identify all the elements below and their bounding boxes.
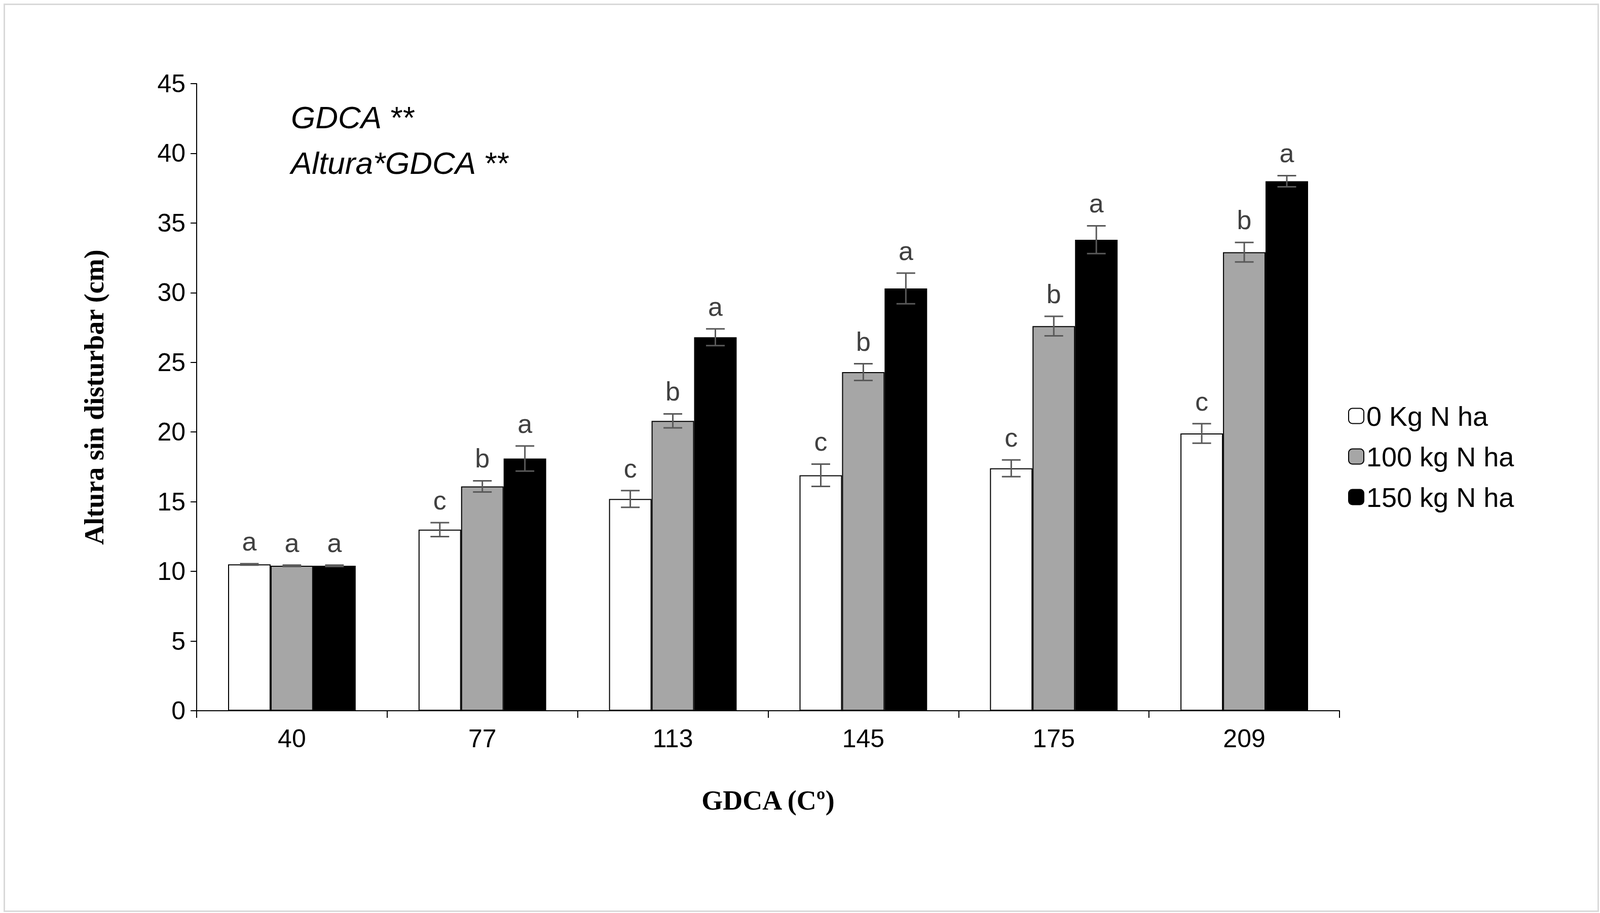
svg-text:145: 145 [842, 724, 885, 753]
svg-text:b: b [1046, 279, 1062, 309]
svg-text:150 kg N ha: 150 kg N ha [1366, 481, 1515, 513]
svg-text:c: c [813, 426, 828, 457]
svg-text:5: 5 [171, 626, 186, 656]
svg-text:25: 25 [157, 348, 186, 377]
svg-text:c: c [1004, 422, 1018, 453]
svg-text:b: b [665, 376, 681, 406]
svg-text:10: 10 [157, 556, 186, 586]
svg-text:15: 15 [157, 487, 186, 516]
svg-text:30: 30 [157, 278, 186, 307]
svg-text:a: a [1089, 188, 1104, 218]
svg-text:0 Kg N ha: 0 Kg N ha [1366, 400, 1489, 432]
svg-text:20: 20 [157, 417, 186, 446]
svg-text:b: b [856, 326, 871, 357]
svg-text:c: c [433, 485, 447, 515]
svg-text:40: 40 [277, 724, 307, 753]
svg-text:35: 35 [157, 208, 186, 238]
svg-text:209: 209 [1222, 724, 1265, 753]
svg-text:a: a [242, 526, 257, 556]
svg-text:b: b [1237, 205, 1252, 235]
svg-text:100 kg N ha: 100 kg N ha [1366, 441, 1515, 472]
svg-text:40: 40 [157, 138, 186, 168]
svg-text:Altura sin disturbar (cm): Altura sin disturbar (cm) [79, 249, 110, 545]
svg-text:a: a [898, 236, 914, 266]
svg-text:113: 113 [652, 724, 694, 753]
svg-text:a: a [708, 291, 723, 322]
svg-text:a: a [517, 408, 533, 439]
svg-text:a: a [1279, 138, 1295, 168]
svg-text:45: 45 [157, 69, 186, 98]
svg-text:b: b [474, 443, 490, 473]
svg-text:GDCA **: GDCA ** [290, 99, 415, 135]
svg-text:Altura*GDCA **: Altura*GDCA ** [288, 145, 509, 181]
svg-text:c: c [623, 453, 638, 483]
svg-text:77: 77 [468, 724, 497, 753]
svg-text:GDCA (Cº): GDCA (Cº) [701, 785, 835, 816]
svg-text:a: a [326, 528, 342, 558]
svg-text:175: 175 [1032, 724, 1075, 753]
svg-text:a: a [284, 528, 300, 558]
svg-text:0: 0 [171, 696, 186, 725]
svg-text:c: c [1195, 386, 1209, 417]
